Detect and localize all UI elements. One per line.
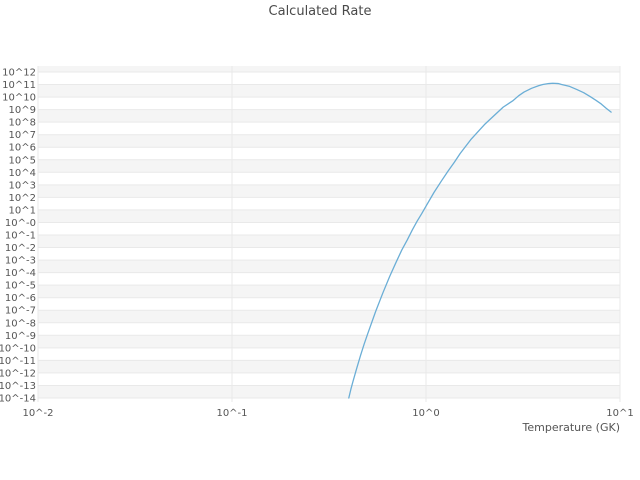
y-tick-label: 10^-14 (0, 394, 36, 405)
plot-band (38, 184, 620, 198)
y-tick-label: 10^-5 (5, 281, 36, 292)
y-tick-label: 10^-12 (0, 368, 36, 379)
x-axis-label: Temperature (GK) (522, 421, 621, 434)
y-tick-label: 10^6 (9, 143, 36, 154)
plot-band (38, 360, 620, 373)
plot-band (38, 84, 620, 98)
plot-band (38, 285, 620, 298)
y-tick-label: 10^-10 (0, 343, 36, 354)
y-tick-label: 10^12 (2, 68, 36, 79)
y-tick-label: 10^-1 (5, 231, 36, 242)
y-tick-label: 10^5 (9, 155, 36, 166)
y-tick-label: 10^-13 (0, 381, 36, 392)
y-tick-label: 10^3 (9, 180, 36, 191)
y-tick-label: 10^-8 (5, 318, 36, 329)
y-tick-label: 10^-4 (5, 268, 36, 279)
plot-band (38, 109, 620, 123)
chart-title: Calculated Rate (268, 4, 372, 19)
plot-band (38, 260, 620, 273)
plot-band (38, 66, 620, 72)
y-tick-label: 10^10 (2, 93, 36, 104)
y-tick-label: 10^8 (9, 118, 36, 129)
y-tick-label: 10^7 (9, 130, 36, 141)
x-tick-label: 10^1 (606, 408, 633, 419)
y-tick-label: 10^-3 (5, 256, 36, 267)
plot-band (38, 385, 620, 398)
y-tick-label: 10^-9 (5, 331, 36, 342)
y-tick-label: 10^-2 (5, 243, 36, 254)
y-tick-label: 10^9 (9, 105, 36, 116)
plot-band (38, 159, 620, 173)
plot-band (38, 134, 620, 148)
y-tick-label: 10^1 (9, 205, 36, 216)
y-tick-label: 10^11 (2, 80, 36, 91)
x-tick-label: 10^-1 (216, 408, 247, 419)
y-tick-label: 10^-6 (5, 293, 36, 304)
x-tick-label: 10^0 (412, 408, 439, 419)
plot-band (38, 235, 620, 248)
plot-band (38, 335, 620, 348)
rate-curve (348, 82, 612, 399)
y-tick-label: 10^2 (9, 193, 36, 204)
plot-band (38, 310, 620, 323)
y-tick-label: 10^-7 (5, 306, 36, 317)
plot-band (38, 209, 620, 223)
y-tick-label: 10^-0 (5, 218, 36, 229)
y-tick-label: 10^-11 (0, 356, 36, 367)
x-tick-label: 10^-2 (22, 408, 53, 419)
y-tick-label: 10^4 (9, 168, 36, 179)
